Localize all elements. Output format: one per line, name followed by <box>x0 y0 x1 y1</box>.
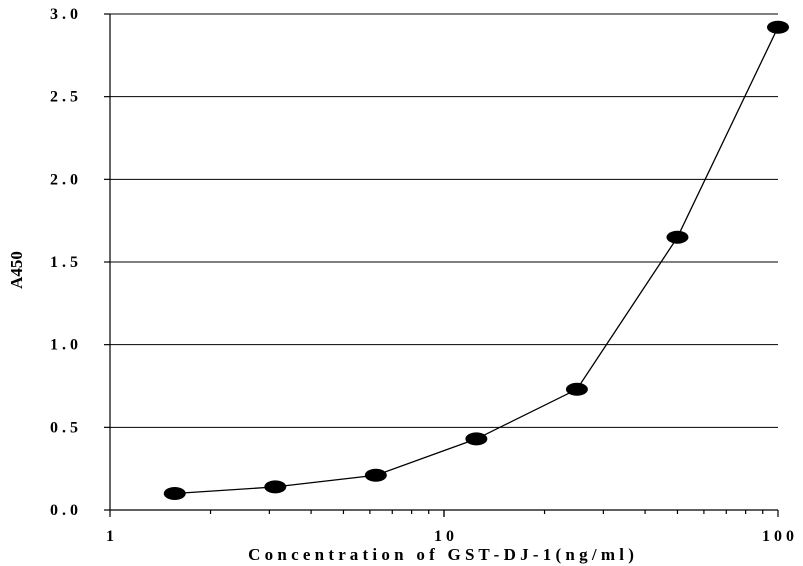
series <box>163 20 789 500</box>
y-tick-label-3: 1 . 5 <box>50 254 78 271</box>
data-point-3 <box>465 432 488 446</box>
x-tick-label-2: 1 0 0 <box>762 528 794 545</box>
data-point-0 <box>163 486 186 500</box>
grid <box>110 13 778 428</box>
x-tick-label-0: 1 <box>106 528 114 545</box>
data-point-5 <box>666 230 689 244</box>
data-point-1 <box>264 480 287 494</box>
ticks: 0 . 0 0 . 5 1 . 0 1 . 5 2 . 0 2 . 5 3 . 0 1 1 0 1… <box>50 6 794 545</box>
y-tick-label-1: 0 . 5 <box>50 419 78 436</box>
y-tick-label-6: 3 . 0 <box>50 6 78 23</box>
y-tick-label-4: 2 . 0 <box>50 171 78 188</box>
x-axis-label: C o n c e n t r a t i o n o f G S T - D … <box>248 545 634 564</box>
y-tick-label-2: 1 . 0 <box>50 337 78 354</box>
y-tick-label-0: 0 . 0 <box>50 502 78 519</box>
y-tick-label-5: 2 . 5 <box>50 89 78 106</box>
data-point-4 <box>565 382 588 396</box>
data-point-6 <box>767 20 789 34</box>
x-tick-label-1: 1 0 <box>434 528 454 545</box>
data-point-2 <box>364 468 387 482</box>
y-axis-label: A450 <box>7 251 26 289</box>
